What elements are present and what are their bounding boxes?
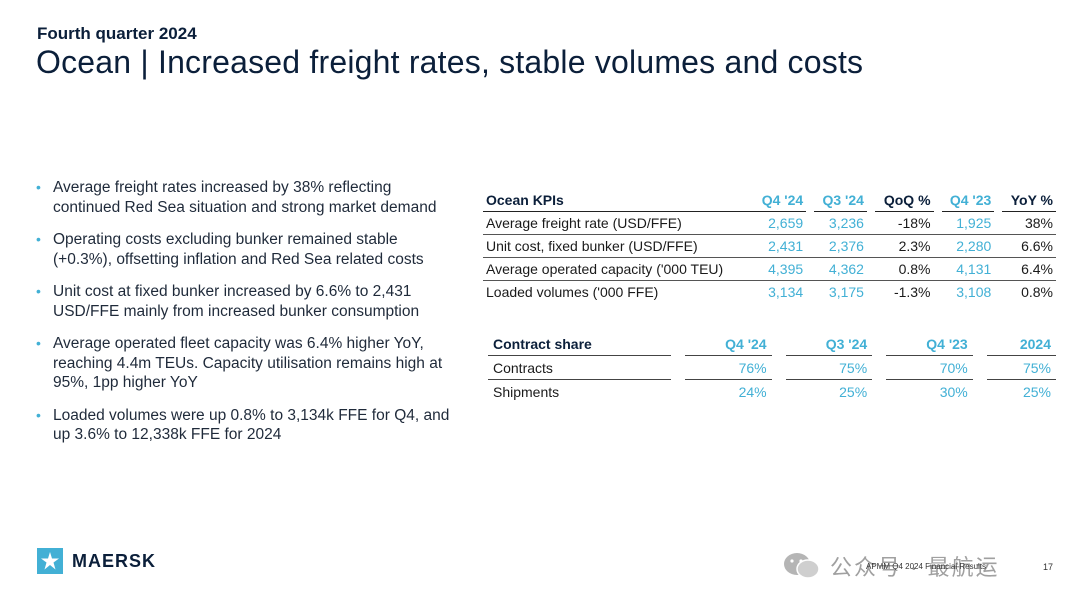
table-row: Shipments 24% 25% 30% 25% [488, 380, 1056, 404]
watermark: 公众号 · 最航运 [782, 550, 1000, 582]
table-cell: 1,925 [941, 211, 995, 235]
table-row: Unit cost, fixed bunker (USD/FFE) 2,431 … [483, 234, 1056, 258]
bullet-item: Loaded volumes were up 0.8% to 3,134k FF… [36, 406, 456, 445]
table-cell: 6.6% [1002, 234, 1056, 258]
table-row: Loaded volumes ('000 FFE) 3,134 3,175 -1… [483, 281, 1056, 304]
table-cell: 3,175 [828, 284, 864, 300]
table-header: Contract share [488, 332, 672, 356]
table-cell: 2,431 [753, 234, 807, 258]
eyebrow: Fourth quarter 2024 [37, 24, 197, 43]
bullet-list: Average freight rates increased by 38% r… [36, 178, 456, 458]
logo-wordmark: MAERSK [72, 550, 157, 571]
table-cell: 0.8% [1021, 284, 1053, 300]
watermark-text: 公众号 · 最航运 [830, 555, 1000, 580]
table-cell: 3,236 [814, 211, 867, 235]
table-header-row: Contract share Q4 '24 Q3 '24 Q4 '23 2024 [488, 332, 1056, 356]
table-cell: 75% [986, 355, 1056, 380]
table-cell: 24% [738, 383, 767, 400]
table-cell: Unit cost, fixed bunker (USD/FFE) [483, 234, 754, 258]
table-cell: 76% [685, 355, 772, 380]
table-cell: Shipments [493, 383, 560, 400]
table-cell: Loaded volumes ('000 FFE) [486, 284, 659, 300]
table-header: 2024 [986, 332, 1056, 356]
bullet-item: Average operated fleet capacity was 6.4%… [36, 334, 456, 393]
table-header: Ocean KPIs [483, 189, 754, 212]
table-header: QoQ % [874, 189, 934, 212]
table-header-row: Ocean KPIs Q4 '24 Q3 '24 QoQ % Q4 '23 Yo… [483, 189, 1056, 212]
table-cell: -1.3% [893, 284, 931, 300]
footer-note: APMM Q4 2024 Financial Results [866, 562, 987, 571]
table-row: Average operated capacity ('000 TEU) 4,3… [483, 257, 1056, 281]
table-cell: 30% [939, 383, 968, 400]
table-cell: 0.8% [874, 257, 934, 281]
table-cell: 2,659 [753, 211, 807, 235]
table-row: Average freight rate (USD/FFE) 2,659 3,2… [483, 211, 1056, 235]
table-cell: 25% [839, 383, 868, 400]
table-cell: Average freight rate (USD/FFE) [483, 211, 754, 235]
table-header: Q4 '24 [753, 189, 807, 212]
contract-share-table: Contract share Q4 '24 Q3 '24 Q4 '23 2024… [488, 332, 1056, 403]
table-cell: Contracts [488, 355, 672, 380]
table-cell: 3,108 [956, 284, 992, 300]
table-cell: 4,131 [941, 257, 995, 281]
ocean-kpi-table: Ocean KPIs Q4 '24 Q3 '24 QoQ % Q4 '23 Yo… [483, 189, 1056, 303]
table-header: Q3 '24 [785, 332, 873, 356]
table-header: Q4 '24 [685, 332, 772, 356]
bullet-item: Operating costs excluding bunker remaine… [36, 230, 456, 269]
table-header: Q4 '23 [886, 332, 973, 356]
table-cell: 2.3% [874, 234, 934, 258]
table-cell: 70% [886, 355, 973, 380]
table-cell: 4,362 [814, 257, 867, 281]
table-header: YoY % [1002, 189, 1056, 212]
table-row: Contracts 76% 75% 70% 75% [488, 355, 1056, 380]
maersk-star-icon [37, 548, 63, 574]
page-number: 17 [1043, 562, 1054, 572]
table-cell: 2,376 [814, 234, 867, 258]
bullet-item: Average freight rates increased by 38% r… [36, 178, 456, 217]
wechat-icon [784, 553, 820, 579]
table-cell: 6.4% [1002, 257, 1056, 281]
table-header: Q4 '23 [941, 189, 995, 212]
table-header: Q3 '24 [814, 189, 867, 212]
table-cell: 3,134 [768, 284, 804, 300]
table-cell: 38% [1002, 211, 1056, 235]
table-cell: 4,395 [753, 257, 807, 281]
bullet-item: Unit cost at fixed bunker increased by 6… [36, 282, 456, 321]
table-cell: 75% [785, 355, 873, 380]
table-cell: Average operated capacity ('000 TEU) [483, 257, 754, 281]
maersk-logo: MAERSK [37, 548, 156, 574]
page-title: Ocean | Increased freight rates, stable … [36, 44, 864, 80]
table-cell: 2,280 [941, 234, 995, 258]
table-cell: -18% [874, 211, 934, 235]
table-cell: 25% [1022, 383, 1051, 400]
